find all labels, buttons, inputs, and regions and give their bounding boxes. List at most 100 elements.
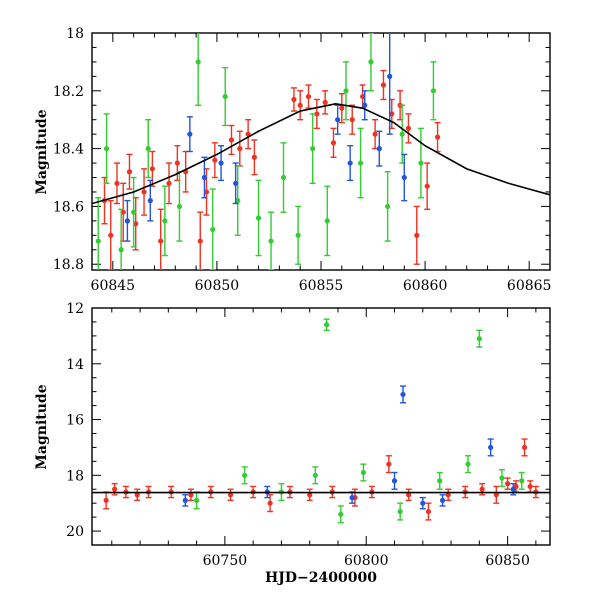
bottom-data-point	[227, 488, 234, 502]
top-data-point	[372, 119, 379, 150]
top-data-point	[251, 139, 258, 176]
top-marker	[95, 238, 101, 244]
bottom-axis-ticks: 60750 60800 60850 12 14 16 18 20	[66, 301, 550, 569]
top-marker	[357, 160, 364, 166]
top-marker	[103, 146, 110, 152]
bottom-data-point	[103, 491, 110, 510]
top-marker	[376, 146, 382, 152]
top-data-point	[322, 90, 329, 115]
top-marker	[424, 183, 430, 189]
top-marker	[339, 105, 345, 111]
bottom-marker	[112, 486, 118, 492]
top-data-point	[157, 208, 164, 270]
bottom-data-point	[518, 471, 525, 490]
bottom-data-point	[187, 488, 194, 502]
top-data-point	[361, 90, 368, 121]
bottom-data-point	[493, 485, 500, 504]
bottom-marker	[397, 508, 403, 515]
top-data-point	[126, 153, 133, 190]
bottom-marker	[437, 478, 443, 484]
top-data-point	[424, 162, 431, 211]
top-data-point	[386, 33, 393, 135]
bottom-data-point	[385, 455, 392, 474]
top-marker	[335, 117, 341, 123]
top-data-point	[297, 90, 304, 121]
top-marker	[141, 189, 147, 195]
bottom-data-point	[445, 488, 452, 502]
bottom-marker	[504, 481, 511, 487]
top-marker	[187, 131, 193, 137]
bottom-data-point	[487, 438, 494, 457]
top-marker	[120, 209, 126, 215]
bottom-y-tick-label: 16	[66, 413, 84, 429]
top-data-point	[209, 188, 216, 270]
top-y-tick-label: 18.2	[53, 84, 84, 100]
top-marker	[322, 99, 328, 105]
bottom-marker	[406, 492, 412, 498]
top-data-point	[222, 66, 229, 127]
bottom-marker	[324, 322, 330, 328]
bottom-marker	[360, 469, 367, 476]
bottom-data-point	[134, 488, 141, 502]
bottom-marker	[465, 461, 471, 467]
top-data-point	[211, 142, 218, 179]
bottom-marker	[488, 444, 494, 451]
top-model-curve	[92, 102, 550, 205]
bottom-marker	[267, 500, 273, 506]
top-marker	[176, 203, 183, 210]
top-data-point	[295, 205, 302, 265]
bottom-data-point	[391, 471, 398, 490]
top-data-point	[367, 33, 374, 92]
top-marker	[255, 215, 262, 221]
top-data-point	[330, 127, 337, 158]
top-data-point	[405, 113, 412, 144]
bottom-marker	[493, 492, 499, 498]
top-x-tick-label: 60850	[195, 278, 240, 294]
top-data-point	[107, 199, 114, 270]
bottom-data-point	[349, 491, 356, 504]
bottom-data-point	[399, 385, 406, 404]
top-data-point	[118, 208, 125, 270]
top-marker	[210, 226, 216, 233]
top-y-tick-label: 18.8	[53, 257, 84, 273]
top-data-point	[347, 145, 354, 182]
top-marker	[347, 160, 353, 166]
bottom-marker	[521, 444, 528, 451]
top-data-point	[401, 153, 408, 202]
top-marker	[174, 160, 180, 166]
top-marker	[145, 146, 151, 152]
top-marker	[295, 232, 301, 238]
top-data-point	[430, 61, 437, 121]
top-x-tick-label: 60865	[507, 278, 552, 294]
top-marker	[405, 125, 412, 131]
bottom-marker	[519, 478, 525, 484]
bottom-marker	[400, 391, 406, 398]
top-data-point	[380, 69, 387, 101]
bottom-marker	[307, 492, 313, 498]
bottom-data-point	[360, 463, 367, 482]
top-marker	[385, 203, 391, 210]
bottom-y-tick-label: 12	[66, 301, 84, 317]
top-x-tick-label: 60845	[91, 278, 136, 294]
top-marker	[324, 218, 330, 224]
bottom-data-point	[498, 469, 505, 488]
top-marker	[118, 247, 124, 253]
top-marker	[280, 174, 287, 181]
bottom-data-point	[436, 471, 443, 490]
top-data-point	[342, 61, 349, 121]
top-marker	[401, 174, 407, 181]
bottom-marker	[103, 497, 109, 503]
bottom-data-point	[241, 466, 248, 485]
top-data-point	[290, 87, 297, 112]
top-marker	[147, 198, 153, 204]
bottom-marker	[479, 486, 485, 492]
top-marker	[237, 146, 243, 152]
top-marker	[218, 160, 224, 166]
top-marker	[314, 111, 320, 117]
top-marker	[372, 131, 378, 137]
top-data-point	[228, 124, 235, 156]
top-y-tick-label: 18.6	[53, 199, 84, 215]
top-data-point	[434, 121, 441, 153]
top-marker	[434, 134, 441, 140]
